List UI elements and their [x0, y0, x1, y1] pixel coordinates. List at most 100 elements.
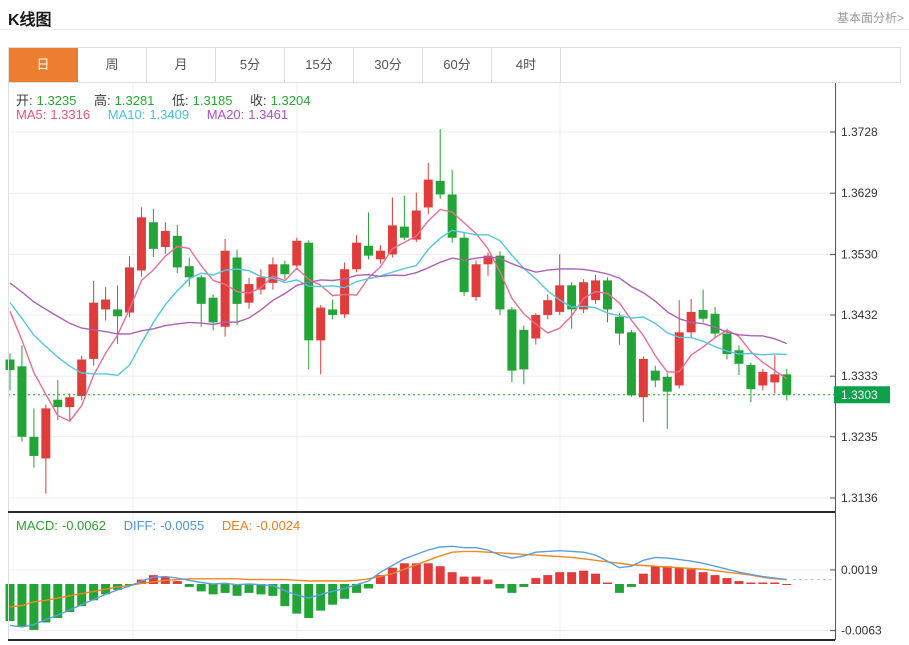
macd-bar[interactable] [304, 584, 314, 619]
macd-bar[interactable] [495, 584, 505, 589]
candle[interactable] [280, 264, 290, 275]
macd-bar[interactable] [196, 584, 206, 592]
candle[interactable] [483, 255, 493, 265]
macd-bar[interactable] [89, 584, 99, 601]
candle[interactable] [674, 332, 684, 386]
candle[interactable] [304, 242, 314, 341]
tab-4hour[interactable]: 4时 [492, 48, 561, 82]
macd-bar[interactable] [53, 584, 63, 619]
macd-bar[interactable] [316, 584, 326, 611]
macd-bar[interactable] [591, 573, 601, 584]
candle[interactable] [782, 374, 792, 395]
macd-bar[interactable] [411, 563, 421, 584]
macd-bar[interactable] [352, 584, 362, 593]
tab-5min[interactable]: 5分 [216, 48, 285, 82]
macd-bar[interactable] [387, 567, 397, 584]
macd-bar[interactable] [674, 567, 684, 584]
candle[interactable] [29, 436, 39, 456]
candle[interactable] [698, 310, 708, 319]
candle[interactable] [125, 267, 134, 313]
candle[interactable] [292, 240, 302, 266]
macd-bar[interactable] [340, 584, 350, 599]
candle[interactable] [614, 316, 624, 334]
macd-bar[interactable] [220, 584, 230, 593]
candle[interactable] [328, 309, 338, 315]
tab-30min[interactable]: 30分 [354, 48, 423, 82]
macd-bar[interactable] [519, 584, 529, 587]
macd-bar[interactable] [447, 572, 457, 584]
macd-bar[interactable] [543, 575, 553, 584]
macd-bar[interactable] [399, 563, 409, 584]
candle[interactable] [650, 370, 660, 381]
macd-bar[interactable] [5, 584, 15, 621]
tab-week[interactable]: 周 [78, 48, 147, 82]
candle[interactable] [220, 250, 230, 327]
candle[interactable] [5, 359, 15, 371]
candle[interactable] [364, 245, 373, 256]
candle[interactable] [662, 376, 672, 392]
candle[interactable] [531, 315, 541, 339]
macd-bar[interactable] [507, 584, 517, 593]
candle[interactable] [770, 374, 780, 383]
candle[interactable] [172, 235, 182, 268]
macd-bar[interactable] [686, 569, 696, 584]
candle[interactable] [399, 226, 409, 238]
candle[interactable] [208, 297, 218, 323]
candle[interactable] [89, 302, 99, 359]
candle[interactable] [340, 269, 350, 315]
tab-15min[interactable]: 15分 [285, 48, 354, 82]
macd-bar[interactable] [375, 575, 385, 584]
candle[interactable] [375, 250, 385, 260]
macd-bar[interactable] [364, 584, 373, 589]
tab-month[interactable]: 月 [147, 48, 216, 82]
candle[interactable] [65, 397, 75, 408]
macd-bar[interactable] [710, 575, 720, 584]
candle[interactable] [148, 222, 158, 249]
candle[interactable] [722, 333, 732, 354]
candle[interactable] [710, 313, 720, 334]
macd-bar[interactable] [184, 584, 194, 587]
candle[interactable] [268, 264, 278, 283]
macd-bar[interactable] [638, 573, 648, 584]
macd-bar[interactable] [471, 576, 481, 584]
candle[interactable] [232, 257, 242, 304]
macd-bar[interactable] [423, 563, 433, 584]
candle[interactable] [626, 332, 636, 396]
macd-bar[interactable] [650, 566, 660, 584]
macd-bar[interactable] [722, 578, 732, 584]
fundamental-analysis-link[interactable]: 基本面分析> [836, 11, 904, 25]
candle[interactable] [579, 282, 589, 310]
candle[interactable] [136, 217, 146, 271]
candle[interactable] [543, 300, 553, 315]
candle[interactable] [387, 225, 397, 255]
candle[interactable] [459, 237, 469, 293]
candle[interactable] [184, 266, 194, 278]
macd-bar[interactable] [531, 578, 541, 584]
macd-bar[interactable] [244, 584, 254, 593]
macd-bar[interactable] [172, 581, 182, 584]
candle[interactable] [471, 264, 481, 298]
macd-bar[interactable] [662, 566, 672, 584]
macd-bar[interactable] [280, 584, 290, 607]
macd-bar[interactable] [734, 581, 744, 584]
macd-bar[interactable] [614, 584, 624, 593]
macd-bar[interactable] [268, 584, 278, 596]
macd-bar[interactable] [136, 579, 146, 584]
macd-bar[interactable] [256, 584, 266, 595]
macd-bar[interactable] [77, 584, 87, 607]
macd-bar[interactable] [770, 582, 780, 584]
candle[interactable] [160, 230, 170, 247]
candle[interactable] [316, 307, 326, 341]
candle[interactable] [77, 359, 87, 396]
macd-bar[interactable] [459, 576, 469, 584]
candle[interactable] [519, 329, 529, 370]
macd-bar[interactable] [746, 582, 756, 584]
candle[interactable] [53, 399, 63, 408]
macd-bar[interactable] [232, 584, 242, 596]
macd-bar[interactable] [603, 582, 612, 584]
candle[interactable] [41, 408, 51, 459]
candle[interactable] [352, 242, 362, 270]
candle[interactable] [411, 210, 421, 240]
candle[interactable] [495, 255, 505, 310]
